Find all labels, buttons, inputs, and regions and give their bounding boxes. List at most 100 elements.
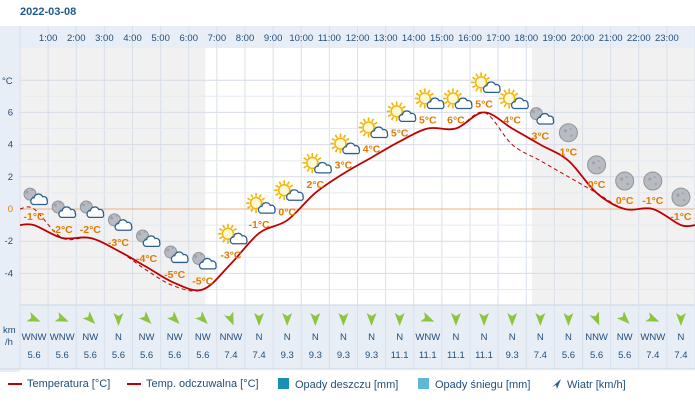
wind-arrow-shape [26,312,41,322]
moon-crater [597,159,600,162]
wind-speed: 5.6 [140,350,153,361]
sun-cloud-icon [442,88,473,110]
wind-direction: N [368,332,375,343]
temp-label: -2°C [80,224,102,236]
wind-arrow-shape [138,311,152,324]
moon-crater [137,232,142,236]
moon-crater [654,182,658,186]
moon-icon [671,187,691,207]
legend-wind-label: Wiatr [km/h] [567,379,626,391]
moon-disc [615,171,635,191]
cloud-shape [142,235,161,248]
moon-crater [31,189,34,192]
wind-direction: NW [195,332,211,343]
sun-ray [317,157,322,161]
legend-temperature[interactable]: Temperatura [°C] [8,378,110,390]
sun-ray [334,134,338,139]
wind-arrow [507,313,518,326]
cloud-shape [285,189,304,201]
moon-icon [587,155,607,175]
sun-ray [443,101,448,105]
cloud-outline [229,232,248,245]
sun-ray [415,101,420,105]
sun-ray [390,102,395,107]
wind-arrow-shape [366,313,377,326]
wind-arrow [338,313,349,326]
moon-crater [53,203,57,207]
sun-ray [222,238,226,243]
legend-feels-like[interactable]: Temp. odczuwalna [°C] [127,378,259,390]
sun-ray [419,89,423,94]
sun-disc [221,227,235,240]
sun-cloud-icon [217,223,248,245]
y-tick-label: 4 [8,140,13,151]
moon-crater [598,166,601,170]
legend-temperature-label: Temperatura [°C] [27,378,111,390]
sun-ray [278,181,282,186]
cloud-outline [30,193,49,206]
moon-crater [531,110,535,114]
cloud-shape [342,142,361,155]
cloud-outline [314,161,333,174]
hour-label: 22:00 [627,33,651,44]
wind-direction: NNW [220,332,243,343]
wind-arrow [589,311,600,326]
legend-wind[interactable]: Wiatr [km/h] [550,378,626,391]
hour-label: 18:00 [514,33,538,44]
temperature-labels: -1°C -2°C -2°C -3°C -4°C -5°C -5°C -3°C -1°C 0°C 2… [24,98,692,287]
wind-arrow [166,311,180,324]
moon-crater [653,176,656,178]
wind-direction: NW [167,332,183,343]
sun-ray [447,103,451,108]
legend-snow[interactable]: Opady śniegu [mm] [418,378,530,391]
cloud-shape [30,193,49,206]
weather-icons [23,72,691,270]
cloud-shape [426,97,445,110]
sun-ray [275,184,279,188]
wind-arrow [394,313,405,326]
sun-ray [387,105,392,109]
moon-crater [620,177,624,181]
wind-arrow-shape [507,313,518,326]
night-partly-cloudy-icon [529,107,555,125]
wind-arrow-shape [479,313,490,326]
sun-ray [218,228,223,232]
moon-crater [109,216,114,220]
moon-crater [570,134,573,137]
wind-arrow-shape [113,313,124,326]
cloud-shape [536,112,555,125]
moon-crater [81,203,85,207]
moon-crater [569,127,572,130]
sun-ray [500,92,504,96]
wind-speed: 7.4 [646,350,659,361]
cloud-outline [257,202,276,214]
moon-crater [648,177,652,181]
sun-ray [472,76,476,80]
temp-label: 0°C [616,195,634,207]
cloud-outline [426,97,445,110]
wind-arrow-shape [450,313,461,326]
temp-label: 3°C [335,160,353,172]
hour-label: 1:00 [39,33,58,44]
sun-ray [371,118,375,123]
wind-speed: 7.4 [674,350,687,361]
moon-icon [558,123,578,143]
cloud-outline [198,257,217,270]
temp-label: 4°C [503,115,521,127]
snow-swatch [418,378,429,389]
wind-speed: 9.3 [309,350,322,361]
sun-cloud-icon [471,72,501,94]
moon-crater [25,190,29,194]
sun-ray [261,197,266,201]
sun-ray [390,116,395,121]
cloud-shape [510,97,529,110]
wind-arrow-shape [338,313,349,326]
cloud-outline [170,251,189,264]
sun-ray [359,130,364,134]
wind-unit-h: /h [5,337,13,348]
y-tick-label: 6 [8,107,13,118]
temp-label: -5°C [164,269,186,281]
legend-rain[interactable]: Opady deszczu [mm] [278,378,398,391]
sun-ray [314,153,319,158]
wind-arrow-shape [535,313,546,326]
